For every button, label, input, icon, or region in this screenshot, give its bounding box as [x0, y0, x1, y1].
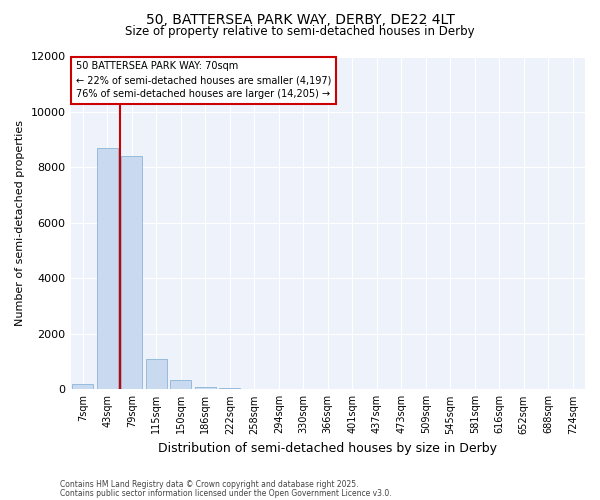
Text: Contains public sector information licensed under the Open Government Licence v3: Contains public sector information licen…: [60, 488, 392, 498]
Bar: [170, 380, 191, 390]
Text: Contains HM Land Registry data © Crown copyright and database right 2025.: Contains HM Land Registry data © Crown c…: [60, 480, 359, 489]
Bar: [97, 148, 118, 390]
Bar: [220, 388, 240, 390]
Bar: [73, 384, 93, 390]
Text: 50 BATTERSEA PARK WAY: 70sqm
← 22% of semi-detached houses are smaller (4,197)
7: 50 BATTERSEA PARK WAY: 70sqm ← 22% of se…: [76, 62, 331, 100]
Bar: [121, 156, 142, 390]
Bar: [146, 359, 167, 390]
Y-axis label: Number of semi-detached properties: Number of semi-detached properties: [15, 120, 25, 326]
Text: Size of property relative to semi-detached houses in Derby: Size of property relative to semi-detach…: [125, 25, 475, 38]
Bar: [195, 386, 215, 390]
X-axis label: Distribution of semi-detached houses by size in Derby: Distribution of semi-detached houses by …: [158, 442, 497, 455]
Text: 50, BATTERSEA PARK WAY, DERBY, DE22 4LT: 50, BATTERSEA PARK WAY, DERBY, DE22 4LT: [146, 12, 454, 26]
